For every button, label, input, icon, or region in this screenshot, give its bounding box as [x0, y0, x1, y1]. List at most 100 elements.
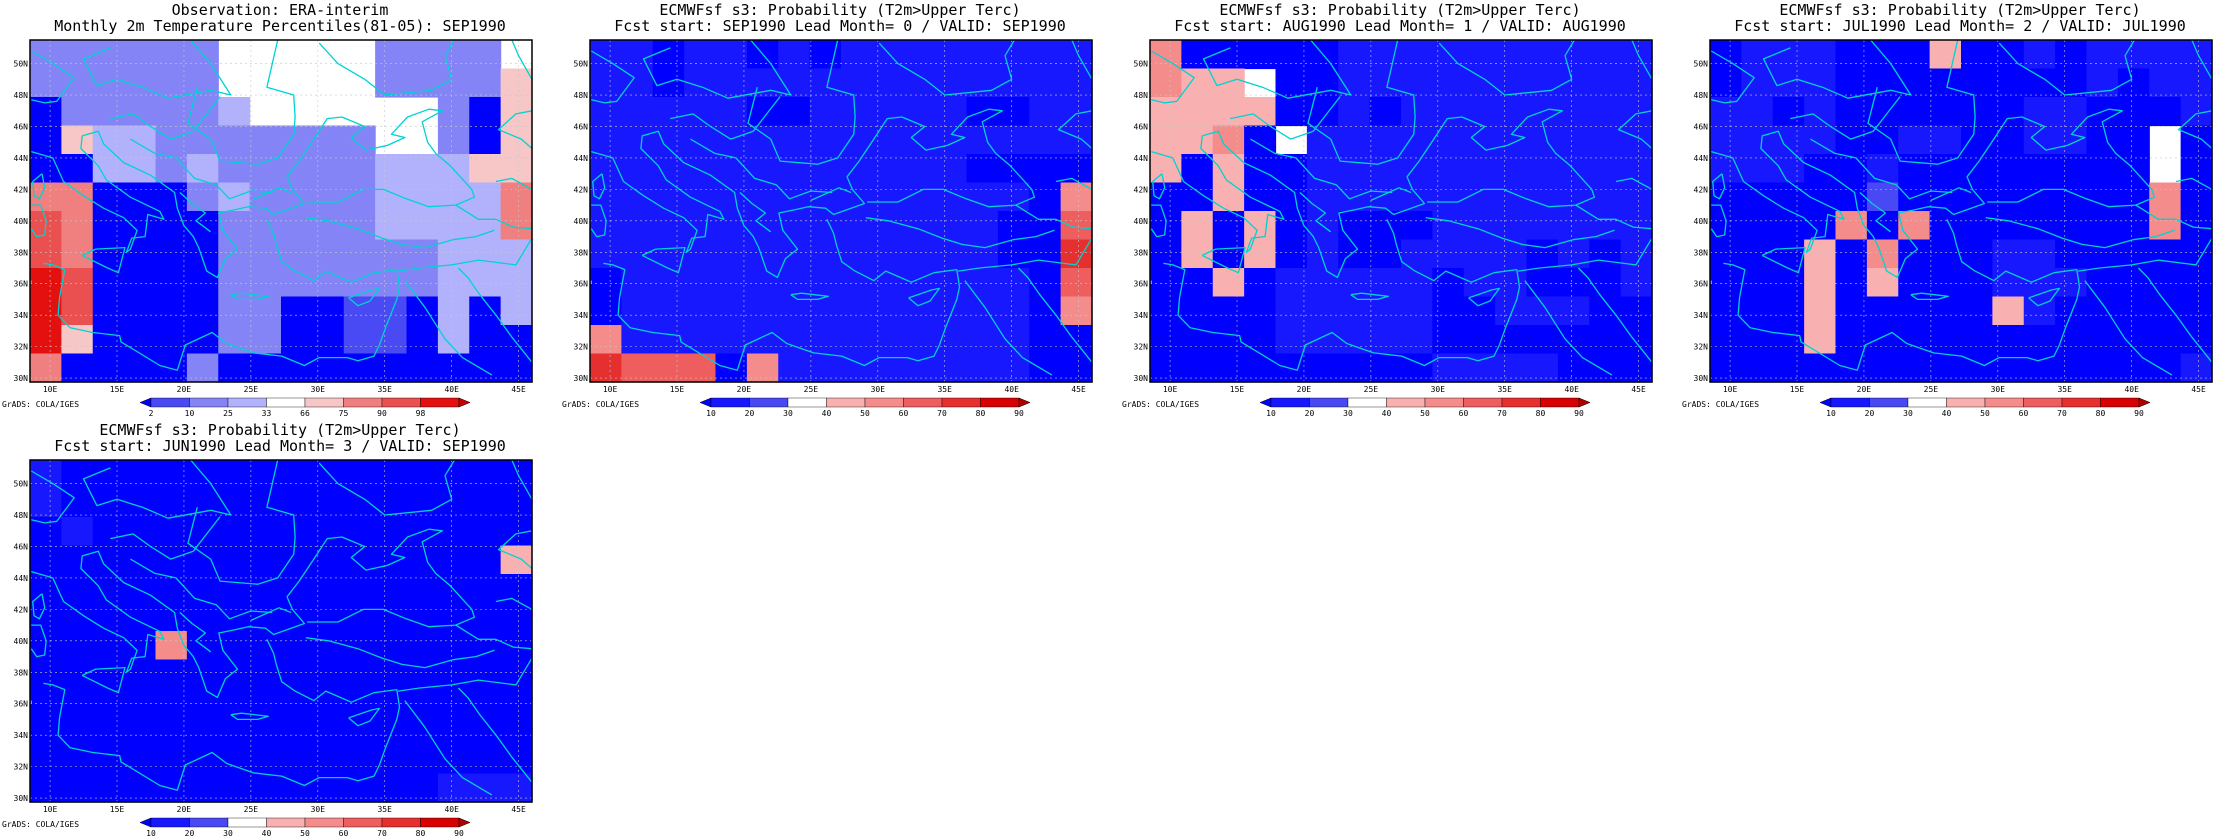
gridlines	[30, 40, 532, 382]
colorbar-swatch	[1907, 397, 1947, 408]
grid-cell	[2055, 97, 2088, 127]
grid-cell	[1741, 239, 1774, 269]
grid-cell	[437, 68, 470, 98]
grid-cell	[1150, 182, 1182, 212]
colorbar: 10 20 30 40 50 60 70 80 90	[1259, 397, 1591, 418]
coastline	[1518, 237, 1653, 272]
grid-cell	[1961, 154, 1993, 184]
coastline	[2177, 110, 2213, 149]
colorbar-low-arrow	[1259, 397, 1272, 408]
grid-cell	[1181, 239, 1214, 269]
lat-tick-label: 46N	[14, 123, 29, 132]
colorbar-low-arrow	[699, 397, 712, 408]
grid-cell	[500, 631, 533, 661]
grid-cell	[92, 353, 125, 383]
colorbar-swatch	[189, 817, 229, 828]
grid-cell	[437, 325, 470, 355]
coastline	[30, 50, 75, 104]
grid-cell	[186, 325, 219, 355]
colorbar-swatch	[1984, 397, 2024, 408]
grid-cell	[92, 239, 125, 269]
grid-cell	[155, 545, 188, 575]
panel-subtitle: Fcst start: AUG1990 Lead Month= 1 / VALI…	[1174, 17, 1626, 35]
grid-cell	[1961, 40, 1993, 70]
grid-cell	[1150, 68, 1182, 98]
grid-cell	[1181, 268, 1214, 298]
grid-cell	[997, 296, 1030, 326]
grid-cell	[1929, 325, 1962, 355]
grid-cell	[1212, 68, 1245, 98]
grid-cells	[590, 40, 1093, 383]
coastline	[2175, 177, 2213, 190]
grid-cell	[935, 40, 968, 70]
grid-cell	[746, 296, 779, 326]
grid-cell	[61, 296, 94, 326]
colorbar-label: 80	[416, 829, 426, 838]
coastline	[1468, 287, 1501, 307]
grid-cell	[1898, 296, 1931, 326]
grid-cell	[1526, 211, 1559, 241]
lat-tick-label: 50N	[1694, 60, 1709, 69]
lon-tick-label: 20E	[1857, 385, 1872, 394]
grid-cell	[469, 574, 502, 604]
grid-cell	[124, 296, 157, 326]
coastline	[404, 280, 493, 376]
gridlines	[1150, 40, 1652, 382]
grid-cell	[1526, 268, 1559, 298]
grid-cell	[652, 68, 685, 98]
grid-cell	[966, 182, 999, 212]
grid-cell	[1432, 68, 1465, 98]
grid-cell	[375, 745, 408, 775]
coastline	[348, 287, 381, 307]
grid-cell	[1866, 125, 1899, 155]
grid-cell	[437, 182, 470, 212]
grid-cell	[1866, 239, 1899, 269]
grid-cell	[1589, 325, 1622, 355]
coastline	[1151, 108, 1596, 279]
grid-cell	[124, 545, 157, 575]
grid-cell	[1495, 97, 1528, 127]
lon-tick-label: 30E	[1991, 385, 2006, 394]
grid-cell	[1772, 68, 1805, 98]
grid-cell	[469, 745, 502, 775]
grid-cell	[249, 488, 282, 518]
grid-cell	[1898, 268, 1931, 298]
coastline	[32, 593, 46, 620]
grid-cell	[1804, 97, 1837, 127]
grid-cell	[500, 716, 533, 746]
lat-tick-label: 34N	[14, 311, 29, 320]
panel-lead-month-1: ECMWFsf s3: Probability (T2m>Upper Terc)…	[1120, 0, 1680, 420]
coastline	[1230, 96, 1341, 140]
grid-cell	[746, 268, 779, 298]
coastline	[1998, 39, 2135, 96]
grid-cell	[124, 154, 157, 184]
grid-cell	[406, 268, 439, 298]
grid-cell	[92, 716, 125, 746]
grid-cell	[61, 574, 94, 604]
lon-tick-label: 10E	[43, 385, 58, 394]
lon-tick-label: 35E	[377, 385, 392, 394]
coastline	[30, 204, 47, 238]
grid-cell	[406, 239, 439, 269]
grid-cell	[1495, 268, 1528, 298]
grid-cell	[1306, 154, 1339, 184]
grid-cell	[997, 239, 1030, 269]
grid-cell	[1306, 125, 1339, 155]
grid-cell	[1929, 211, 1962, 241]
grid-cell	[61, 154, 94, 184]
grid-cell	[186, 517, 219, 547]
grid-cell	[1620, 268, 1653, 298]
coastline	[641, 246, 686, 274]
grid-cell	[469, 239, 502, 269]
colorbar-swatch	[941, 397, 981, 408]
grid-cell	[1244, 154, 1277, 184]
grid-cell	[1181, 40, 1214, 70]
grid-cell	[1401, 154, 1433, 184]
grid-cell	[1526, 325, 1559, 355]
grid-cell	[778, 40, 811, 70]
grid-cell	[500, 773, 533, 803]
grid-cell	[1338, 211, 1371, 241]
grid-cell	[1557, 40, 1590, 70]
grid-cell	[375, 296, 408, 326]
grid-cell	[1060, 125, 1093, 155]
